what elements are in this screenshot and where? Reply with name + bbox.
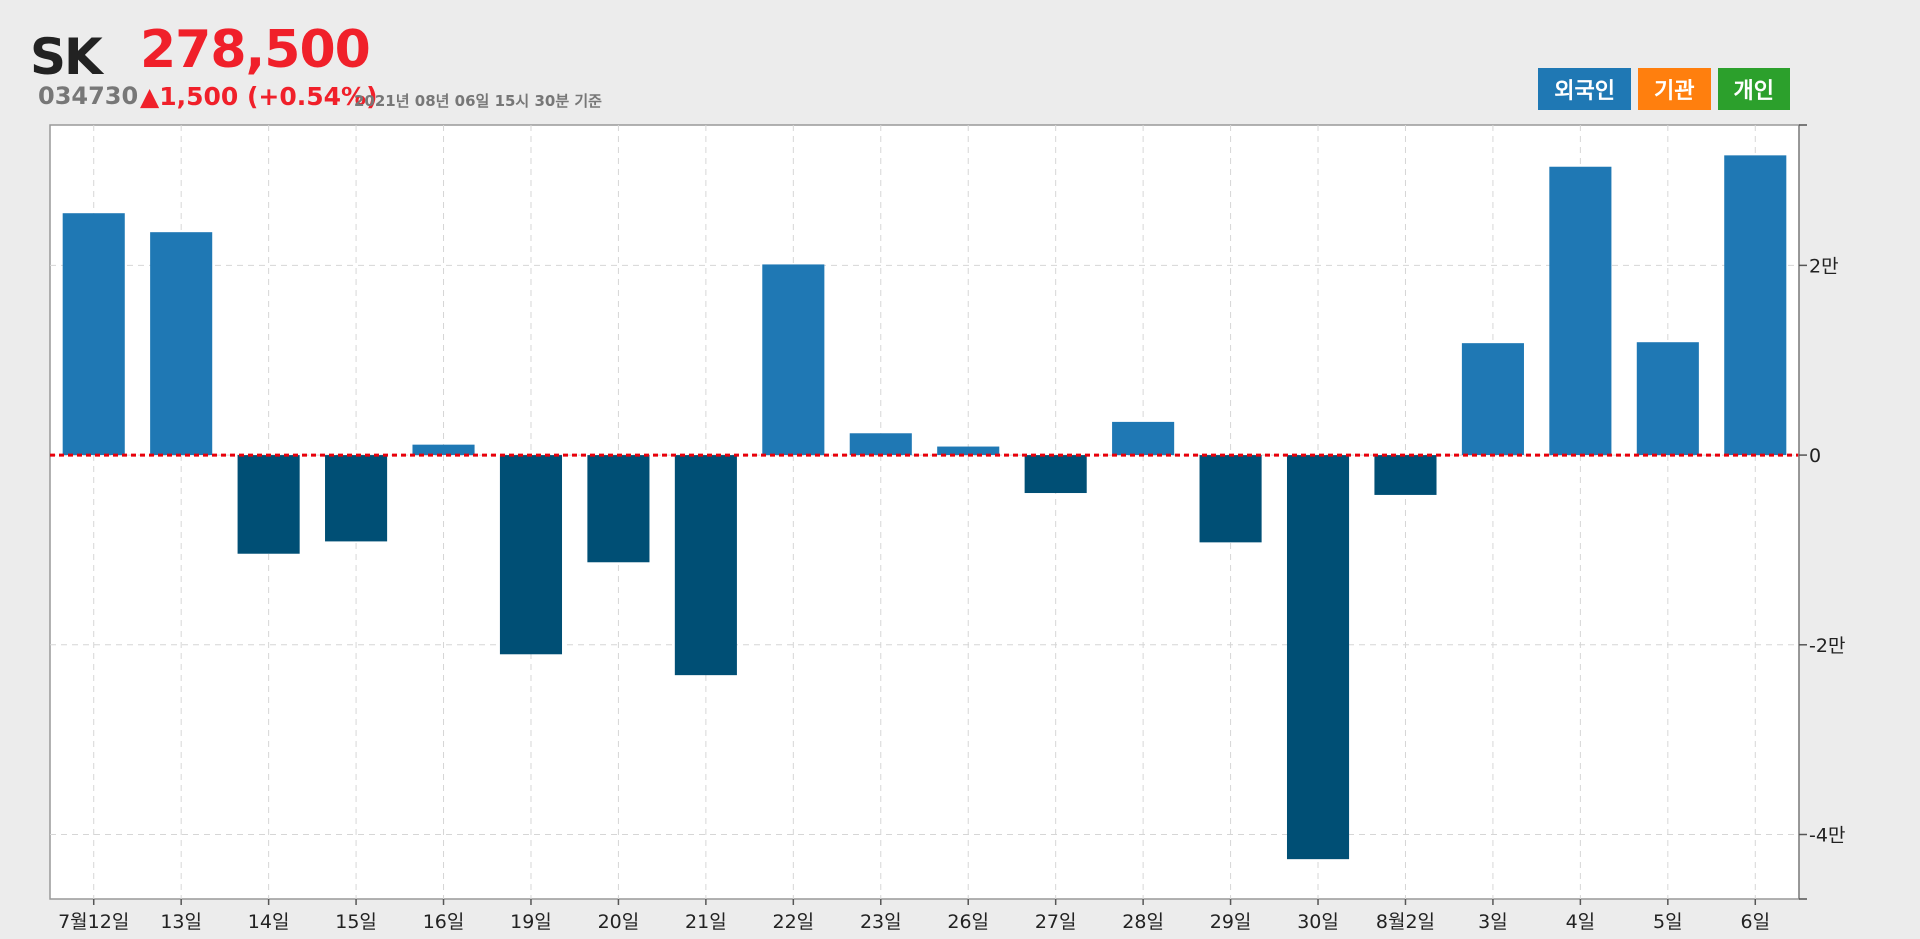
bar (937, 446, 1000, 456)
x-tick-label: 26일 (947, 911, 989, 933)
x-tick-label: 14일 (248, 911, 290, 933)
timestamp: 2021년 08년 06일 15시 30분 기준 (354, 92, 602, 110)
legend-button-individual[interactable]: 개인 (1717, 68, 1790, 110)
stock-code: 034730 (38, 82, 139, 110)
x-tick-label: 15일 (335, 911, 377, 933)
y-tick-label: -4만 (1809, 825, 1845, 847)
legend-button-institution[interactable]: 기관 (1638, 68, 1711, 110)
x-tick-label: 8월2일 (1376, 911, 1435, 933)
x-tick-label: 4일 (1566, 911, 1596, 933)
bars (62, 155, 1787, 860)
x-tick-label: 19일 (510, 911, 552, 933)
bar (1636, 342, 1699, 456)
bar (325, 455, 388, 542)
x-tick-label: 16일 (423, 911, 465, 933)
y-tick-label: 0 (1809, 445, 1821, 467)
x-tick-label: 20일 (598, 911, 640, 933)
x-tick-label: 3일 (1478, 911, 1508, 933)
x-tick-label: 21일 (685, 911, 727, 933)
x-tick-label: 27일 (1035, 911, 1077, 933)
bar (1112, 421, 1175, 456)
bar (499, 455, 563, 655)
y-tick-label: -2만 (1809, 635, 1845, 657)
bar (1199, 455, 1262, 543)
bar (674, 455, 737, 676)
x-tick-label: 13일 (160, 911, 202, 933)
x-axis-ticks: 7월12일 13일 14일 15일 16일 19일 20일 21일 22일 23일 26일 27일 28… (58, 899, 1770, 933)
bar (1374, 455, 1437, 495)
stock-price: 278,500 (140, 20, 371, 80)
y-tick-label: 2만 (1809, 255, 1839, 277)
bar (150, 232, 213, 456)
x-tick-label: 29일 (1210, 911, 1252, 933)
stock-name: SK (30, 28, 103, 86)
bar (1549, 166, 1612, 456)
bar (1461, 343, 1524, 456)
bar (1724, 155, 1787, 456)
y-axis-ticks: -4만 -2만 0 2만 (1799, 124, 1845, 900)
x-tick-label: 28일 (1122, 911, 1164, 933)
bar (762, 264, 825, 456)
x-tick-label: 6일 (1740, 911, 1770, 933)
legend: 외국인 기관 개인 (1538, 68, 1790, 110)
legend-button-foreign[interactable]: 외국인 (1538, 68, 1632, 110)
x-tick-label: 7월12일 (58, 911, 129, 933)
bar (587, 455, 650, 563)
bar (412, 444, 475, 456)
price-change: ▲1,500 (+0.54%) (140, 82, 378, 111)
x-tick-label: 5일 (1653, 911, 1683, 933)
bar (1286, 455, 1350, 860)
x-tick-label: 30일 (1297, 911, 1339, 933)
plot-area (49, 124, 1800, 900)
bar (237, 455, 300, 554)
bar (849, 433, 912, 456)
stock-header: SK 278,500 034730 ▲1,500 (+0.54%) 2021년 … (0, 0, 1920, 120)
bar (62, 213, 125, 456)
bar (1024, 455, 1087, 494)
x-tick-label: 22일 (772, 911, 814, 933)
x-tick-label: 23일 (860, 911, 902, 933)
